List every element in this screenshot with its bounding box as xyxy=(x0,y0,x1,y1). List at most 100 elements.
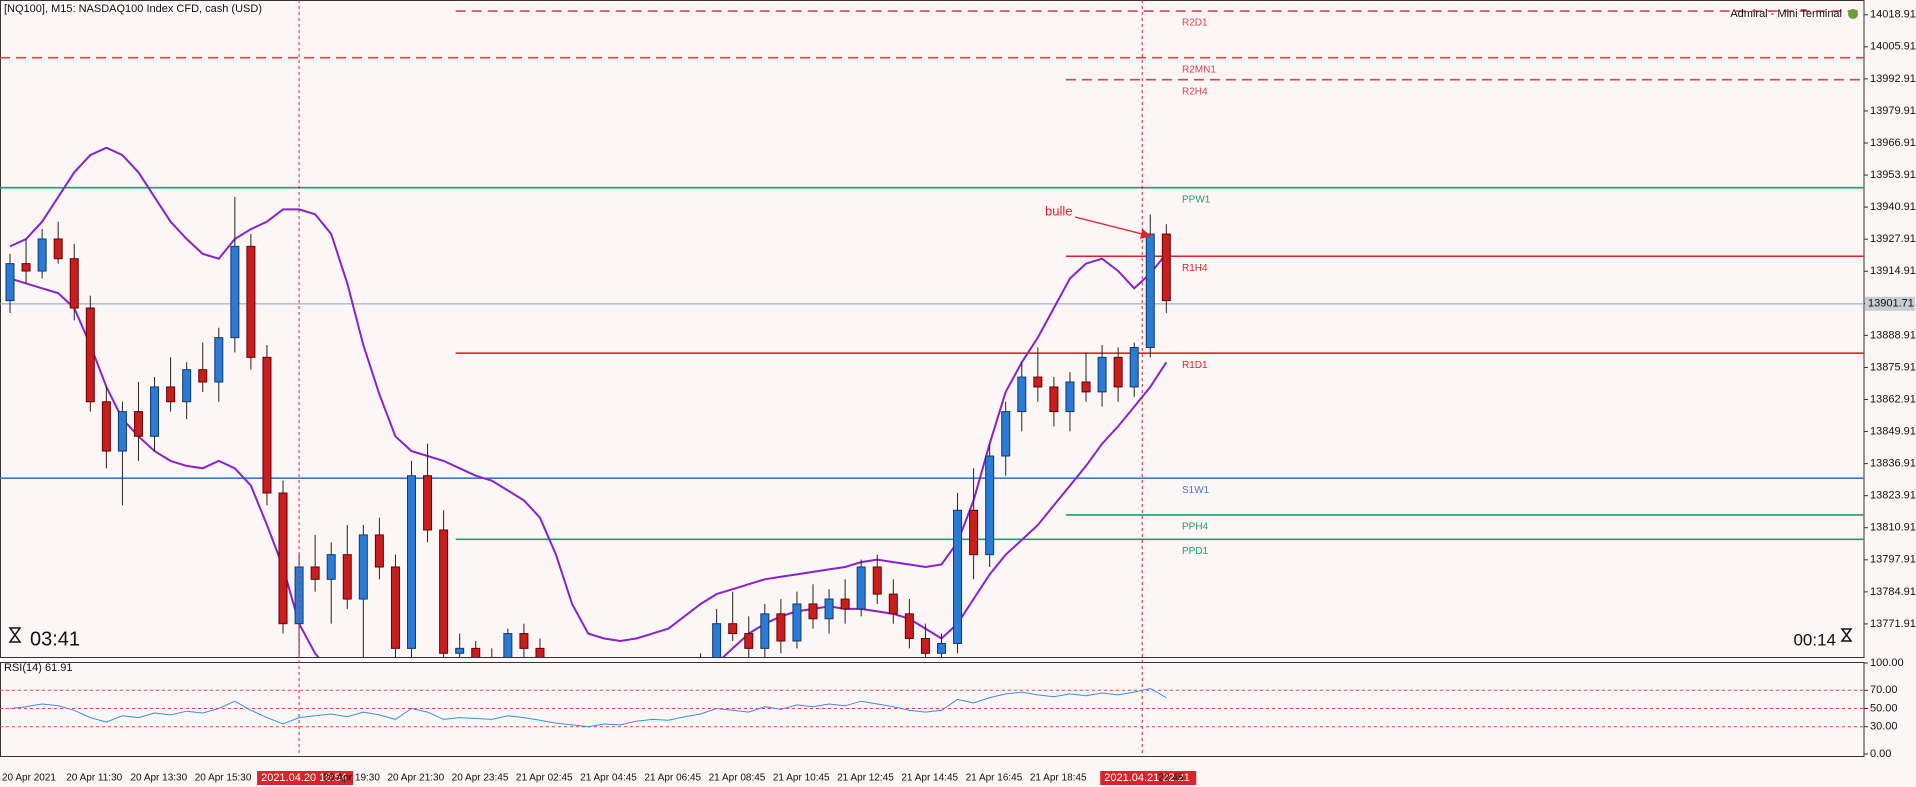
candle-body xyxy=(1033,376,1043,388)
candle-body xyxy=(455,647,465,654)
x-tick-label: 20 Apr 15:30 xyxy=(195,773,252,784)
timer-icon xyxy=(1840,628,1853,642)
rsi-panel-frame xyxy=(0,662,1865,757)
x-tick-label: 22:45 xyxy=(1158,773,1183,784)
level-label: R2MN1 xyxy=(1182,64,1216,75)
y-tick-label: 13888.91 xyxy=(1870,329,1916,341)
candle-body xyxy=(776,613,786,642)
main-plot xyxy=(0,10,1864,657)
x-tick-label: 21 Apr 18:45 xyxy=(1030,773,1087,784)
x-tick-label: 21 Apr 10:45 xyxy=(773,773,830,784)
y-tick-label: 13992.91 xyxy=(1870,73,1916,85)
y-tick-label: 14005.91 xyxy=(1870,41,1916,53)
candle-body xyxy=(230,245,240,339)
level-label: R1D1 xyxy=(1182,360,1208,371)
x-tick-label: 21 Apr 12:45 xyxy=(837,773,894,784)
crosshair-label: 2021.04.20 18:54 xyxy=(261,772,347,784)
candle-body xyxy=(374,534,384,568)
candle-body xyxy=(1065,381,1075,413)
level-label: R2D1 xyxy=(1182,18,1208,29)
y-tick-label: 13836.91 xyxy=(1870,458,1916,470)
candle-body xyxy=(728,623,738,635)
x-tick-label: 21 Apr 08:45 xyxy=(709,773,766,784)
y-tick-label: 13953.91 xyxy=(1870,169,1916,181)
candle-body xyxy=(888,593,898,615)
y-tick-label: 13966.91 xyxy=(1870,137,1916,149)
candle-body xyxy=(423,475,433,531)
y-tick-label: 13940.91 xyxy=(1870,201,1916,213)
candle-body xyxy=(310,566,320,580)
x-tick-label: 20 Apr 11:30 xyxy=(66,773,122,784)
rsi-label: RSI(14) 61.91 xyxy=(4,662,72,674)
candle-body xyxy=(262,356,272,494)
candle-body xyxy=(150,386,160,437)
candle-body xyxy=(953,509,963,644)
annotation: bulle xyxy=(1045,203,1072,218)
candle-body xyxy=(856,566,866,610)
candle-body xyxy=(133,411,143,437)
candle-body xyxy=(712,623,722,657)
y-tick-label: 13784.91 xyxy=(1870,586,1916,598)
candle-body xyxy=(246,245,256,358)
candle-body xyxy=(808,603,818,620)
y-tick-label: 14018.91 xyxy=(1870,9,1916,21)
level-label: S1W1 xyxy=(1182,485,1210,496)
candle-body xyxy=(969,509,979,556)
y-tick-label: 13771.91 xyxy=(1870,618,1916,630)
y-tick-label: 13823.91 xyxy=(1870,490,1916,502)
x-tick-label: 21 Apr 14:45 xyxy=(901,773,958,784)
y-tick-label: 13979.91 xyxy=(1870,105,1916,117)
candle-body xyxy=(342,554,352,600)
candle-body xyxy=(1097,356,1107,393)
candle-body xyxy=(85,307,95,403)
current-price-label: 13901.71 xyxy=(1868,298,1914,310)
rsi-line xyxy=(9,687,1167,728)
terminal-icon xyxy=(1848,9,1858,19)
candle-body xyxy=(69,258,79,309)
level-label: R2H4 xyxy=(1182,86,1208,97)
candle-body xyxy=(1129,346,1139,388)
candle-body xyxy=(744,633,754,649)
x-tick-label: 20 Apr 23:45 xyxy=(452,773,509,784)
candle-body xyxy=(53,238,63,260)
current-price-box xyxy=(1865,296,1915,311)
candle-body xyxy=(117,411,127,452)
y-tick-label: 13927.91 xyxy=(1870,233,1916,245)
candle-body xyxy=(503,633,513,657)
x-tick-label: 20 Apr 21:30 xyxy=(387,773,444,784)
level-label: PPD1 xyxy=(1182,546,1209,557)
x-tick-label: 21 Apr 16:45 xyxy=(966,773,1023,784)
candle-body xyxy=(214,337,224,383)
candle-body xyxy=(792,603,802,642)
candle-body xyxy=(1001,411,1011,457)
candle-body xyxy=(407,475,416,649)
candle-body xyxy=(1145,233,1155,348)
candle-body xyxy=(824,598,834,620)
candle-body xyxy=(182,369,192,403)
candle-body xyxy=(1161,233,1171,302)
crosshair-box xyxy=(1100,771,1197,785)
candle-body xyxy=(198,369,208,383)
level-label: PPH4 xyxy=(1182,522,1209,533)
candle-body xyxy=(985,455,995,556)
chart-title: [NQ100], M15: NASDAQ100 Index CFD, cash … xyxy=(4,3,262,15)
candle-body xyxy=(326,554,336,580)
level-label: PPW1 xyxy=(1182,194,1211,205)
y-tick-label: 13914.91 xyxy=(1870,265,1916,277)
annotation-arrow xyxy=(1074,216,1152,239)
candle-body xyxy=(840,598,850,610)
terminal-label: Admiral - Mini Terminal xyxy=(1730,8,1842,20)
level-label: R1H4 xyxy=(1182,263,1208,274)
timer-right: 00:14 xyxy=(1793,630,1836,649)
main-panel-frame xyxy=(0,0,1865,658)
candle-body xyxy=(37,238,47,272)
y-tick-label: 13862.91 xyxy=(1870,393,1916,405)
timer-icon xyxy=(8,627,22,643)
y-tick-label: 13849.91 xyxy=(1870,425,1916,437)
rsi-tick-label: 0.00 xyxy=(1870,748,1891,760)
rsi-tick-label: 70.00 xyxy=(1870,684,1898,696)
x-tick-label: 20 Apr 2021 xyxy=(2,773,56,784)
candle-body xyxy=(535,647,545,657)
candle-body xyxy=(390,566,400,649)
